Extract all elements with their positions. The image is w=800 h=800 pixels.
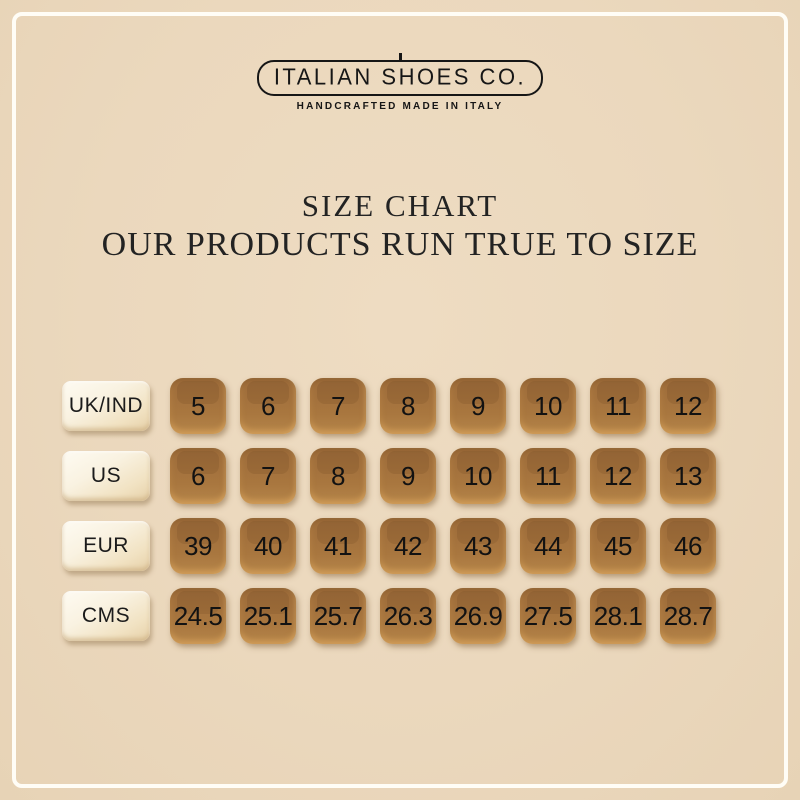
size-row-eur: EUR 39 40 41 42 43 44 45 46	[62, 518, 716, 574]
size-cell: 26.3	[380, 588, 436, 644]
logo-tick-mark	[398, 53, 402, 62]
size-cell-value: 41	[324, 530, 352, 561]
size-row-uk-ind: UK/IND 5 6 7 8 9 10 11 12	[62, 378, 716, 434]
size-cell: 6	[170, 448, 226, 504]
size-cell: 25.1	[240, 588, 296, 644]
brand-logo: ITALIAN SHOES CO. HANDCRAFTED MADE IN IT…	[0, 53, 800, 112]
size-cell-value: 44	[534, 530, 562, 561]
size-cell-value: 8	[401, 390, 415, 421]
size-cell: 11	[590, 378, 646, 434]
size-cell-value: 43	[464, 530, 492, 561]
row-header-cms: CMS	[62, 591, 150, 641]
brand-name: ITALIAN SHOES CO.	[273, 63, 527, 90]
size-cell: 11	[520, 448, 576, 504]
size-cell: 41	[310, 518, 366, 574]
brand-tagline: HANDCRAFTED MADE IN ITALY	[296, 101, 504, 112]
size-cell-value: 13	[674, 460, 702, 491]
size-cell-value: 24.5	[173, 600, 223, 631]
size-cell-value: 40	[254, 530, 282, 561]
size-cell-value: 8	[331, 460, 345, 491]
size-row-us: US 6 7 8 9 10 11 12 13	[62, 448, 716, 504]
size-cell: 12	[590, 448, 646, 504]
size-cell: 24.5	[170, 588, 226, 644]
size-cell: 8	[380, 378, 436, 434]
size-cell-value: 12	[604, 460, 632, 491]
row-header-uk-ind: UK/IND	[62, 381, 150, 431]
size-cell: 7	[310, 378, 366, 434]
size-cell-value: 6	[191, 460, 205, 491]
size-cell: 46	[660, 518, 716, 574]
row-header-us: US	[62, 451, 150, 501]
size-row-cms: CMS 24.5 25.1 25.7 26.3 26.9 27.5 28.1 2…	[62, 588, 716, 644]
size-cell: 8	[310, 448, 366, 504]
size-cell-value: 42	[394, 530, 422, 561]
page-subtitle: OUR PRODUCTS RUN TRUE TO SIZE	[101, 226, 699, 263]
row-header-eur: EUR	[62, 521, 150, 571]
size-cell: 6	[240, 378, 296, 434]
size-cell: 26.9	[450, 588, 506, 644]
size-cell-value: 12	[674, 390, 702, 421]
size-cell-value: 25.1	[243, 600, 293, 631]
size-cell: 39	[170, 518, 226, 574]
size-cell: 28.7	[660, 588, 716, 644]
size-cell-value: 26.9	[453, 600, 503, 631]
size-cell: 28.1	[590, 588, 646, 644]
size-cell-value: 26.3	[383, 600, 433, 631]
size-cell-value: 27.5	[523, 600, 573, 631]
size-cell: 44	[520, 518, 576, 574]
size-cell-value: 9	[401, 460, 415, 491]
size-cell: 9	[380, 448, 436, 504]
size-cell-value: 5	[191, 390, 205, 421]
size-cell: 43	[450, 518, 506, 574]
size-cell-value: 25.7	[313, 600, 363, 631]
size-cell-value: 10	[534, 390, 562, 421]
size-cell-value: 28.1	[593, 600, 643, 631]
size-cell-value: 7	[331, 390, 345, 421]
size-cell-value: 6	[261, 390, 275, 421]
size-cell: 27.5	[520, 588, 576, 644]
size-cell: 5	[170, 378, 226, 434]
brand-logo-outline: ITALIAN SHOES CO.	[256, 53, 544, 96]
size-cell: 25.7	[310, 588, 366, 644]
size-cell-value: 11	[605, 390, 632, 421]
size-cell: 45	[590, 518, 646, 574]
size-cell-value: 28.7	[663, 600, 713, 631]
size-cell: 10	[450, 448, 506, 504]
size-cell-value: 46	[674, 530, 702, 561]
size-cell-value: 7	[261, 460, 275, 491]
size-cell-value: 10	[464, 460, 492, 491]
size-cell: 10	[520, 378, 576, 434]
size-cell-value: 11	[535, 460, 562, 491]
size-chart-table: UK/IND 5 6 7 8 9 10 11 12 US 6 7 8 9 10 …	[62, 378, 716, 658]
size-cell-value: 39	[184, 530, 212, 561]
size-cell: 40	[240, 518, 296, 574]
size-cell: 12	[660, 378, 716, 434]
size-cell: 13	[660, 448, 716, 504]
page-title: SIZE CHART	[301, 188, 499, 223]
size-cell-value: 9	[471, 390, 485, 421]
size-cell: 7	[240, 448, 296, 504]
size-cell: 9	[450, 378, 506, 434]
size-cell: 42	[380, 518, 436, 574]
size-cell-value: 45	[604, 530, 632, 561]
